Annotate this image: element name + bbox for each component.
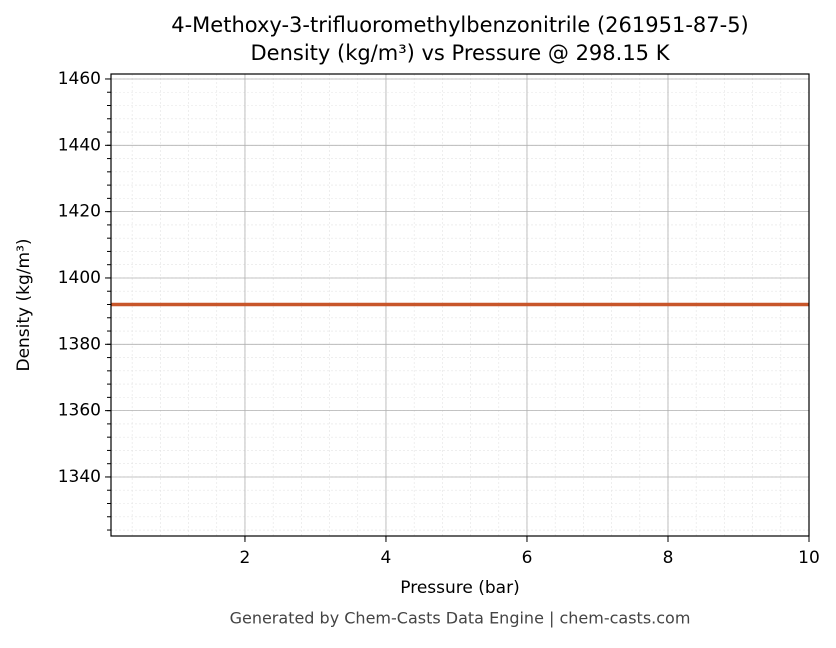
y-tick-label: 1400 <box>58 268 101 288</box>
x-tick-label: 6 <box>522 548 533 568</box>
chart-subtitle: Density (kg/m³) vs Pressure @ 298.15 K <box>250 41 670 65</box>
chart-title: 4-Methoxy-3-trifluoromethylbenzonitrile … <box>171 13 749 37</box>
y-tick-label: 1360 <box>58 401 101 421</box>
y-tick-label: 1440 <box>58 135 101 155</box>
y-tick-label: 1460 <box>58 69 101 89</box>
x-tick-label: 2 <box>240 548 251 568</box>
y-tick-label: 1340 <box>58 467 101 487</box>
x-axis-label: Pressure (bar) <box>400 578 519 598</box>
footer: Generated by Chem-Casts Data Engine | ch… <box>230 609 691 628</box>
plot-frame <box>110 73 810 537</box>
y-tick-label: 1380 <box>58 334 101 354</box>
y-axis-label: Density (kg/m³) <box>14 238 34 371</box>
x-tick-label: 8 <box>663 548 674 568</box>
x-tick-label: 10 <box>798 548 820 568</box>
x-tick-label: 4 <box>381 548 392 568</box>
y-tick-label: 1420 <box>58 202 101 222</box>
